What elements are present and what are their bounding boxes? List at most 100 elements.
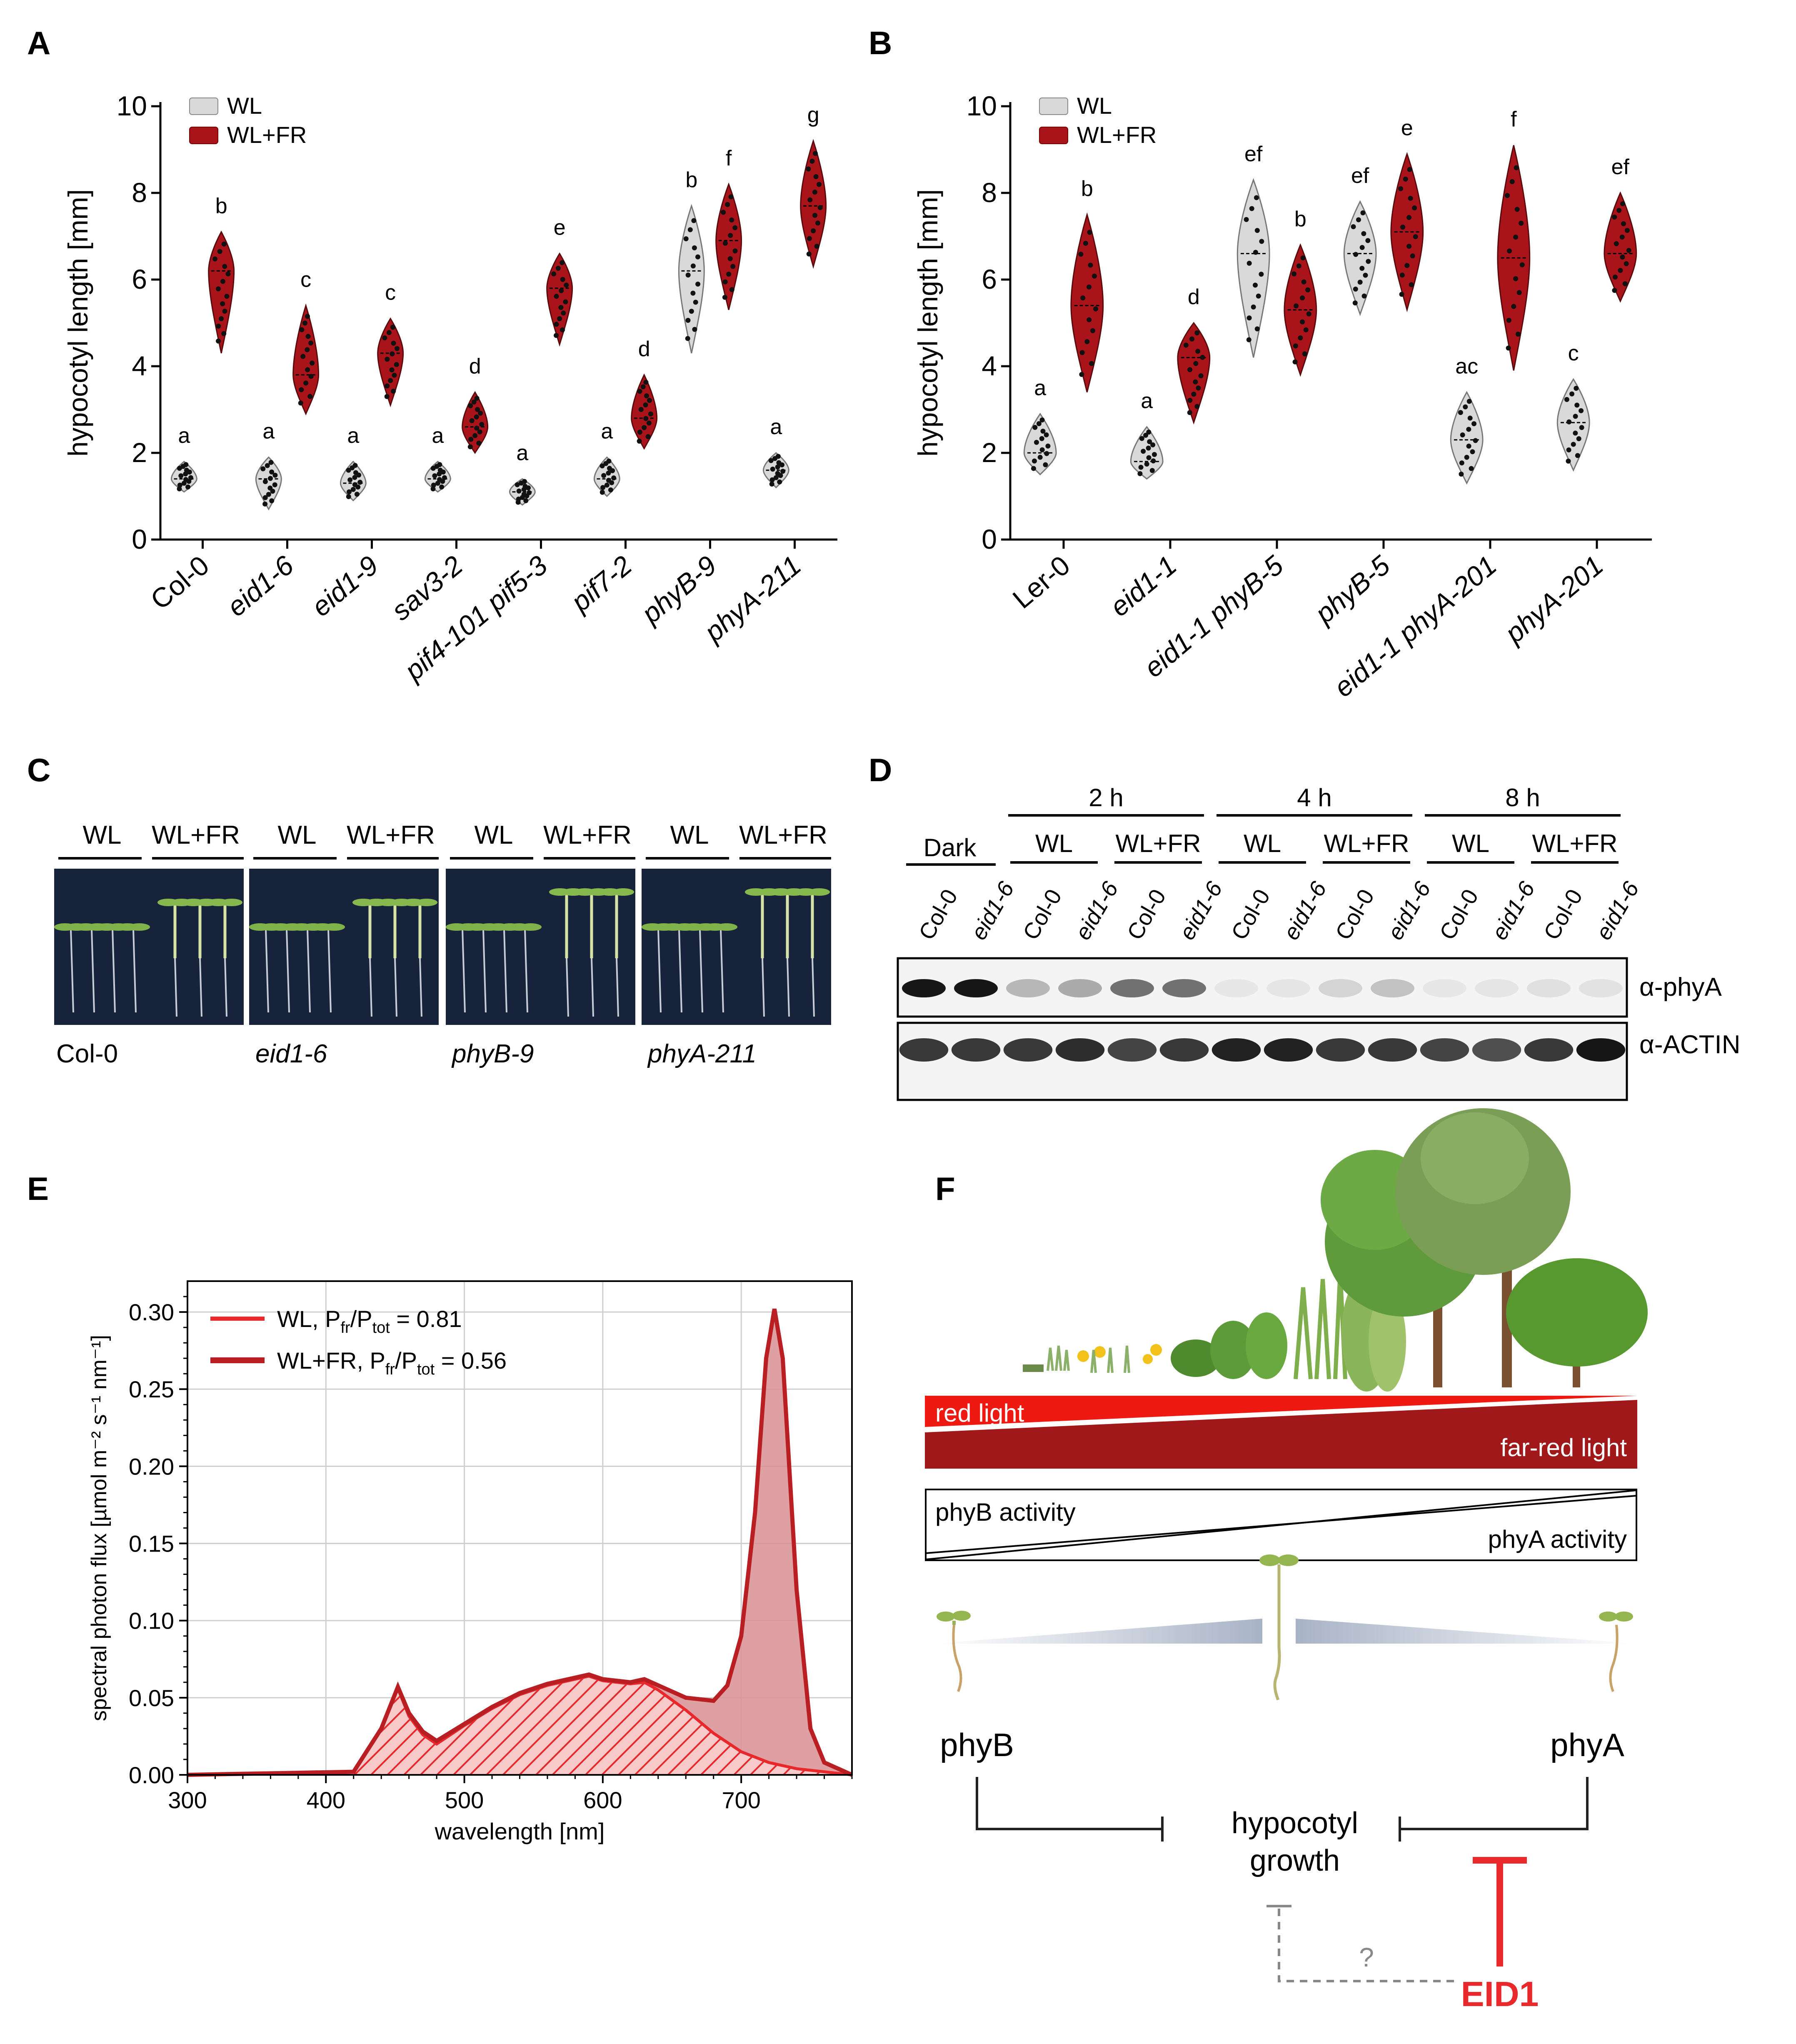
data-point	[551, 271, 557, 277]
violin-wl	[1236, 178, 1270, 358]
data-point	[1516, 290, 1522, 295]
legend-label-wlfr: WL+FR	[227, 122, 307, 148]
data-point	[642, 425, 647, 430]
data-point	[391, 389, 396, 394]
significance-letter: a	[178, 424, 190, 448]
legend: WL WL+FR	[1039, 92, 1157, 148]
data-point	[212, 256, 218, 262]
left-cone	[933, 1619, 1262, 1644]
data-point	[437, 477, 442, 482]
data-point	[222, 264, 227, 269]
data-point	[1515, 332, 1521, 337]
panel-a: A 0 2 4 6 8 10 hypocotyl length [mm] WL WL+FR Col…	[27, 25, 837, 687]
data-point	[1365, 238, 1371, 243]
data-point	[807, 197, 813, 202]
data-point	[1519, 262, 1525, 267]
lane-label: Col-0	[1226, 885, 1275, 944]
seedling-root	[482, 929, 487, 1013]
data-point	[1087, 284, 1092, 290]
data-point	[431, 482, 436, 488]
data-point	[523, 498, 529, 503]
actin-band	[1576, 1038, 1626, 1062]
significance-letter: ef	[1351, 164, 1369, 188]
series-area-wl	[187, 1676, 852, 1775]
data-point	[643, 380, 649, 385]
significance-letter: ef	[1611, 155, 1630, 179]
x-tick-label: phyA-201	[1498, 550, 1609, 650]
tree-icon	[1506, 1258, 1648, 1387]
data-point	[1622, 281, 1628, 286]
data-point	[1141, 449, 1146, 454]
legend-label-wl: WL	[1077, 92, 1112, 119]
data-point	[262, 495, 268, 500]
data-point	[1618, 268, 1623, 273]
data-point	[648, 411, 653, 417]
red-light-label: red light	[935, 1399, 1024, 1427]
data-point	[817, 182, 822, 187]
data-point	[222, 309, 227, 314]
condition-label: WL+FR	[1324, 830, 1409, 857]
data-point	[559, 288, 564, 293]
tree-icon	[1396, 1108, 1571, 1387]
data-point	[430, 486, 436, 492]
data-point	[646, 420, 652, 426]
y-tick-label: 0.30	[129, 1299, 174, 1325]
significance-letter: a	[770, 415, 782, 439]
data-point	[1569, 391, 1575, 397]
data-point	[1509, 179, 1515, 184]
seedling-root	[678, 929, 682, 1013]
data-point	[390, 325, 396, 330]
blot-actin	[897, 1022, 1628, 1101]
data-point	[382, 335, 387, 340]
red-light-wedge	[925, 1396, 1637, 1427]
short-seedling-icon	[937, 1611, 971, 1692]
data-point	[1470, 449, 1475, 455]
genotype-label: phyA-211	[647, 1039, 757, 1068]
dark-label: Dark	[924, 834, 977, 862]
significance-letter: ef	[1244, 142, 1263, 166]
x-tick-label: 400	[307, 1787, 345, 1813]
data-point	[687, 227, 693, 232]
data-point	[1575, 453, 1580, 458]
cotyledon	[520, 923, 542, 931]
data-point	[474, 425, 480, 431]
data-point	[606, 477, 611, 483]
seedling-root	[720, 929, 724, 1013]
actin-band	[1420, 1038, 1469, 1062]
data-point	[1246, 337, 1251, 342]
data-point	[1093, 306, 1099, 312]
phya-band	[1266, 979, 1310, 997]
data-point	[1300, 255, 1306, 260]
lane-label: Col-0	[1539, 885, 1587, 944]
y-tick-label: 0.10	[129, 1608, 174, 1634]
data-point	[691, 218, 697, 223]
data-point	[1083, 240, 1088, 246]
lane-label: eid1-6	[1383, 877, 1436, 944]
violin-chart-a: 0 2 4 6 8 10 hypocotyl length [mm] WL WL+FR Col-0…	[62, 90, 837, 687]
data-point	[606, 470, 611, 476]
data-point	[1466, 443, 1471, 449]
data-point	[468, 403, 473, 408]
condition-label: WL+FR	[1115, 830, 1201, 857]
data-point	[1612, 288, 1617, 293]
data-point	[527, 490, 532, 495]
data-point	[603, 461, 609, 466]
legend: WL, Pfr/Ptot = 0.81 WL+FR, Pfr/Ptot = 0.5…	[210, 1306, 507, 1378]
phyb-inhibition-arrow	[976, 1777, 1162, 1830]
data-point	[1400, 225, 1406, 230]
data-point	[1507, 248, 1512, 254]
seedling-root	[699, 929, 703, 1013]
y-tick-label: 0	[982, 524, 997, 555]
violin-wl	[1023, 412, 1057, 476]
data-point	[1566, 458, 1571, 464]
data-point	[1459, 471, 1464, 477]
data-point	[390, 351, 395, 357]
data-point	[685, 336, 690, 341]
y-tick-label: 6	[132, 264, 147, 295]
data-point	[299, 327, 305, 332]
actin-band	[1211, 1038, 1261, 1062]
data-point	[1256, 293, 1261, 299]
data-point	[1306, 311, 1311, 317]
data-point	[1139, 436, 1144, 441]
data-point	[1032, 425, 1038, 430]
